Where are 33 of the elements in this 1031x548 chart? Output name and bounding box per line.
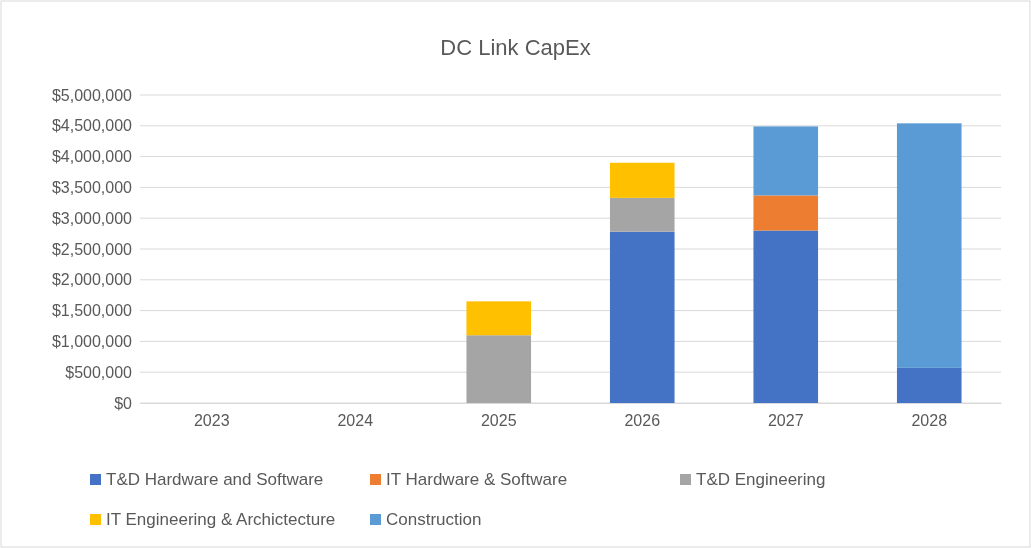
- bar: [466, 301, 532, 336]
- bar: [609, 231, 675, 403]
- bar: [609, 162, 675, 198]
- y-tick-label: $2,500,000: [51, 240, 133, 258]
- legend-label: Construction: [386, 510, 482, 529]
- y-tick-label: $0: [114, 394, 133, 412]
- legend-label: IT Engineering & Archictecture: [106, 510, 336, 529]
- y-tick-label: $2,000,000: [51, 271, 133, 289]
- legend-label: T&D Hardware and Software: [106, 470, 324, 489]
- bar: [896, 123, 962, 368]
- y-tick-label: $1,500,000: [51, 302, 133, 320]
- bar: [753, 126, 819, 196]
- y-tick-label: $5,000,000: [51, 86, 133, 104]
- x-tick-label: 2027: [767, 412, 804, 430]
- x-tick-label: 2026: [624, 412, 661, 430]
- bar: [466, 335, 532, 403]
- y-tick-label: $3,500,000: [51, 179, 133, 197]
- bar: [753, 230, 819, 403]
- y-tick-label: $4,500,000: [51, 117, 133, 135]
- chart-title: DC Link CapEx: [440, 35, 591, 60]
- legend-label: IT Hardware & Software: [386, 470, 568, 489]
- y-tick-label: $500,000: [65, 363, 133, 381]
- y-tick-label: $3,000,000: [51, 209, 133, 227]
- bar: [609, 197, 675, 232]
- bar: [896, 367, 962, 403]
- legend-label: T&D Engineering: [696, 470, 826, 489]
- y-tick-label: $1,000,000: [51, 333, 133, 351]
- bar: [753, 195, 819, 231]
- y-tick-label: $4,000,000: [51, 148, 133, 166]
- x-tick-label: 2024: [337, 412, 374, 430]
- x-tick-label: 2028: [911, 412, 948, 430]
- x-tick-label: 2025: [480, 412, 517, 430]
- x-tick-label: 2023: [193, 412, 230, 430]
